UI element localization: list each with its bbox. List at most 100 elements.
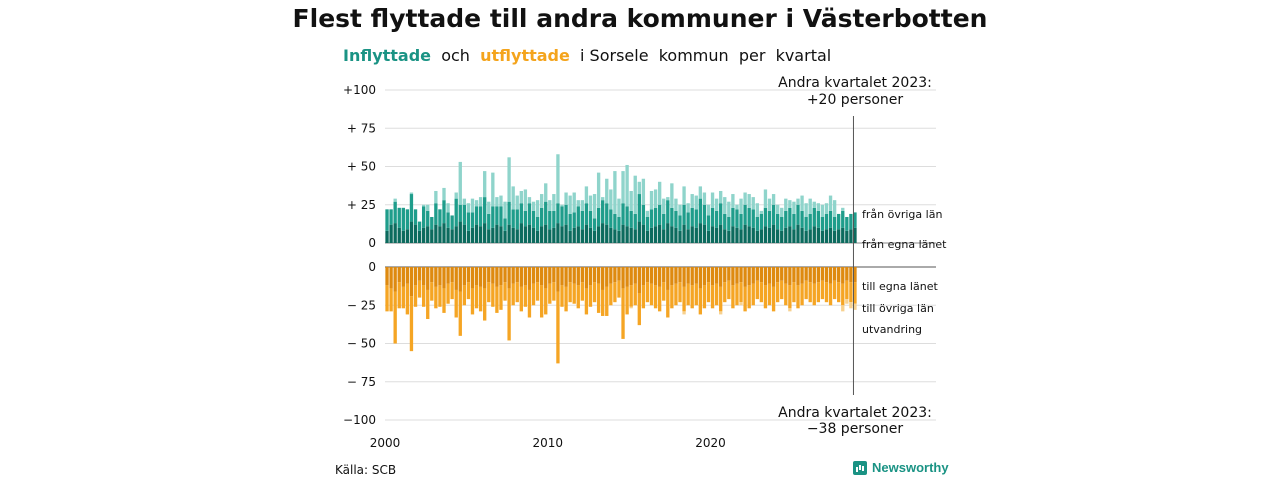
bar-in-0 [763,226,768,243]
bar-out-0 [572,267,576,284]
bar-out-1 [580,282,585,301]
bar-out-1 [625,286,629,315]
bar-in-1 [771,204,776,225]
bar-out-0 [662,267,666,283]
bar-in-1 [454,198,458,227]
bar-in-2 [767,198,772,211]
bar-in-1 [690,207,694,227]
bar-in-2 [592,194,597,219]
bar-in-2 [552,194,556,211]
bar-out-0 [853,267,857,283]
bar-in-1 [434,203,438,225]
bar-out-1 [759,282,764,303]
bar-out-0 [417,267,422,281]
bar-out-1 [820,280,825,300]
bar-in-1 [426,210,430,227]
bar-in-1 [698,198,703,224]
bar-out-1 [710,285,715,309]
bar-out-1 [816,282,821,303]
bar-in-0 [434,224,438,243]
bar-out-1 [446,283,450,304]
bar-out-1 [539,285,544,318]
bar-in-0 [474,224,479,243]
bar-in-2 [719,190,723,204]
bar-in-2 [763,189,768,208]
bar-in-0 [511,227,515,243]
bar-out-1 [413,285,418,307]
bar-in-2 [678,204,682,216]
bar-in-1 [824,213,829,230]
bar-out-1 [775,282,780,303]
bar-in-1 [727,216,731,231]
bar-out-0 [568,267,572,283]
bar-out-0 [841,267,845,284]
bar-in-0 [621,224,625,243]
bar-in-2 [694,195,698,210]
bar-in-0 [389,224,393,243]
bar-out-0 [548,267,552,284]
bar-out-0 [645,267,650,283]
bar-out-1 [841,283,845,306]
bar-in-2 [511,186,515,210]
bar-in-2 [588,195,593,211]
bar-in-1 [816,210,821,228]
bar-out-0 [393,267,397,292]
bar-in-1 [393,201,397,224]
bar-out-0 [527,267,532,290]
bar-in-2 [670,183,674,208]
bar-out-1 [511,283,515,306]
bar-out-1 [491,283,495,307]
bar-out-1 [605,286,609,316]
bar-in-2 [812,201,816,208]
bar-in-0 [462,224,467,243]
bar-in-2 [625,164,629,207]
bar-in-2 [507,157,511,202]
bar-in-0 [751,227,755,243]
bar-out-1 [609,283,613,306]
y-tick-label: 0 [368,236,376,250]
bar-in-2 [503,201,507,219]
bar-out-0 [613,267,617,283]
bar-in-1 [678,215,682,231]
bar-in-0 [507,224,511,243]
bar-out-0 [629,267,633,286]
bar-out-1 [499,285,503,310]
bar-out-1 [828,283,833,306]
bar-out-1 [531,283,536,306]
bar-in-1 [735,209,739,228]
bar-out-1 [507,288,511,341]
bar-out-0 [682,267,686,287]
legend-till-ovriga: till övriga län [862,302,934,315]
bar-in-0 [678,230,682,243]
bar-in-1 [633,213,637,230]
annotation-top-line1: Andra kvartalet 2023: [778,75,932,91]
bar-out-0 [710,267,715,286]
bar-in-1 [710,207,715,227]
bar-in-1 [438,209,442,227]
bar-out-1 [796,285,800,309]
bar-out-1 [621,288,625,339]
bar-out-1 [397,282,401,309]
bar-in-0 [409,221,414,243]
y-tick-label: −100 [343,413,376,427]
bar-out-0 [755,267,759,281]
bar-in-1 [478,206,483,227]
bar-in-1 [755,216,759,231]
bar-out-0 [657,267,662,287]
bar-out-0 [723,267,727,283]
bar-in-0 [531,227,536,243]
bar-in-0 [625,226,629,243]
bar-out-0 [641,267,646,286]
bar-in-1 [804,216,808,231]
bar-in-1 [743,204,747,225]
bar-out-0 [462,267,467,286]
bar-in-1 [849,213,853,230]
bar-out-0 [539,267,544,286]
bar-out-0 [609,267,613,284]
bar-out-1 [698,288,703,315]
bar-in-1 [564,204,568,225]
bar-out-1 [812,283,816,306]
bar-out-0 [617,267,621,281]
bar-in-1 [466,212,471,231]
bar-in-0 [682,224,686,243]
